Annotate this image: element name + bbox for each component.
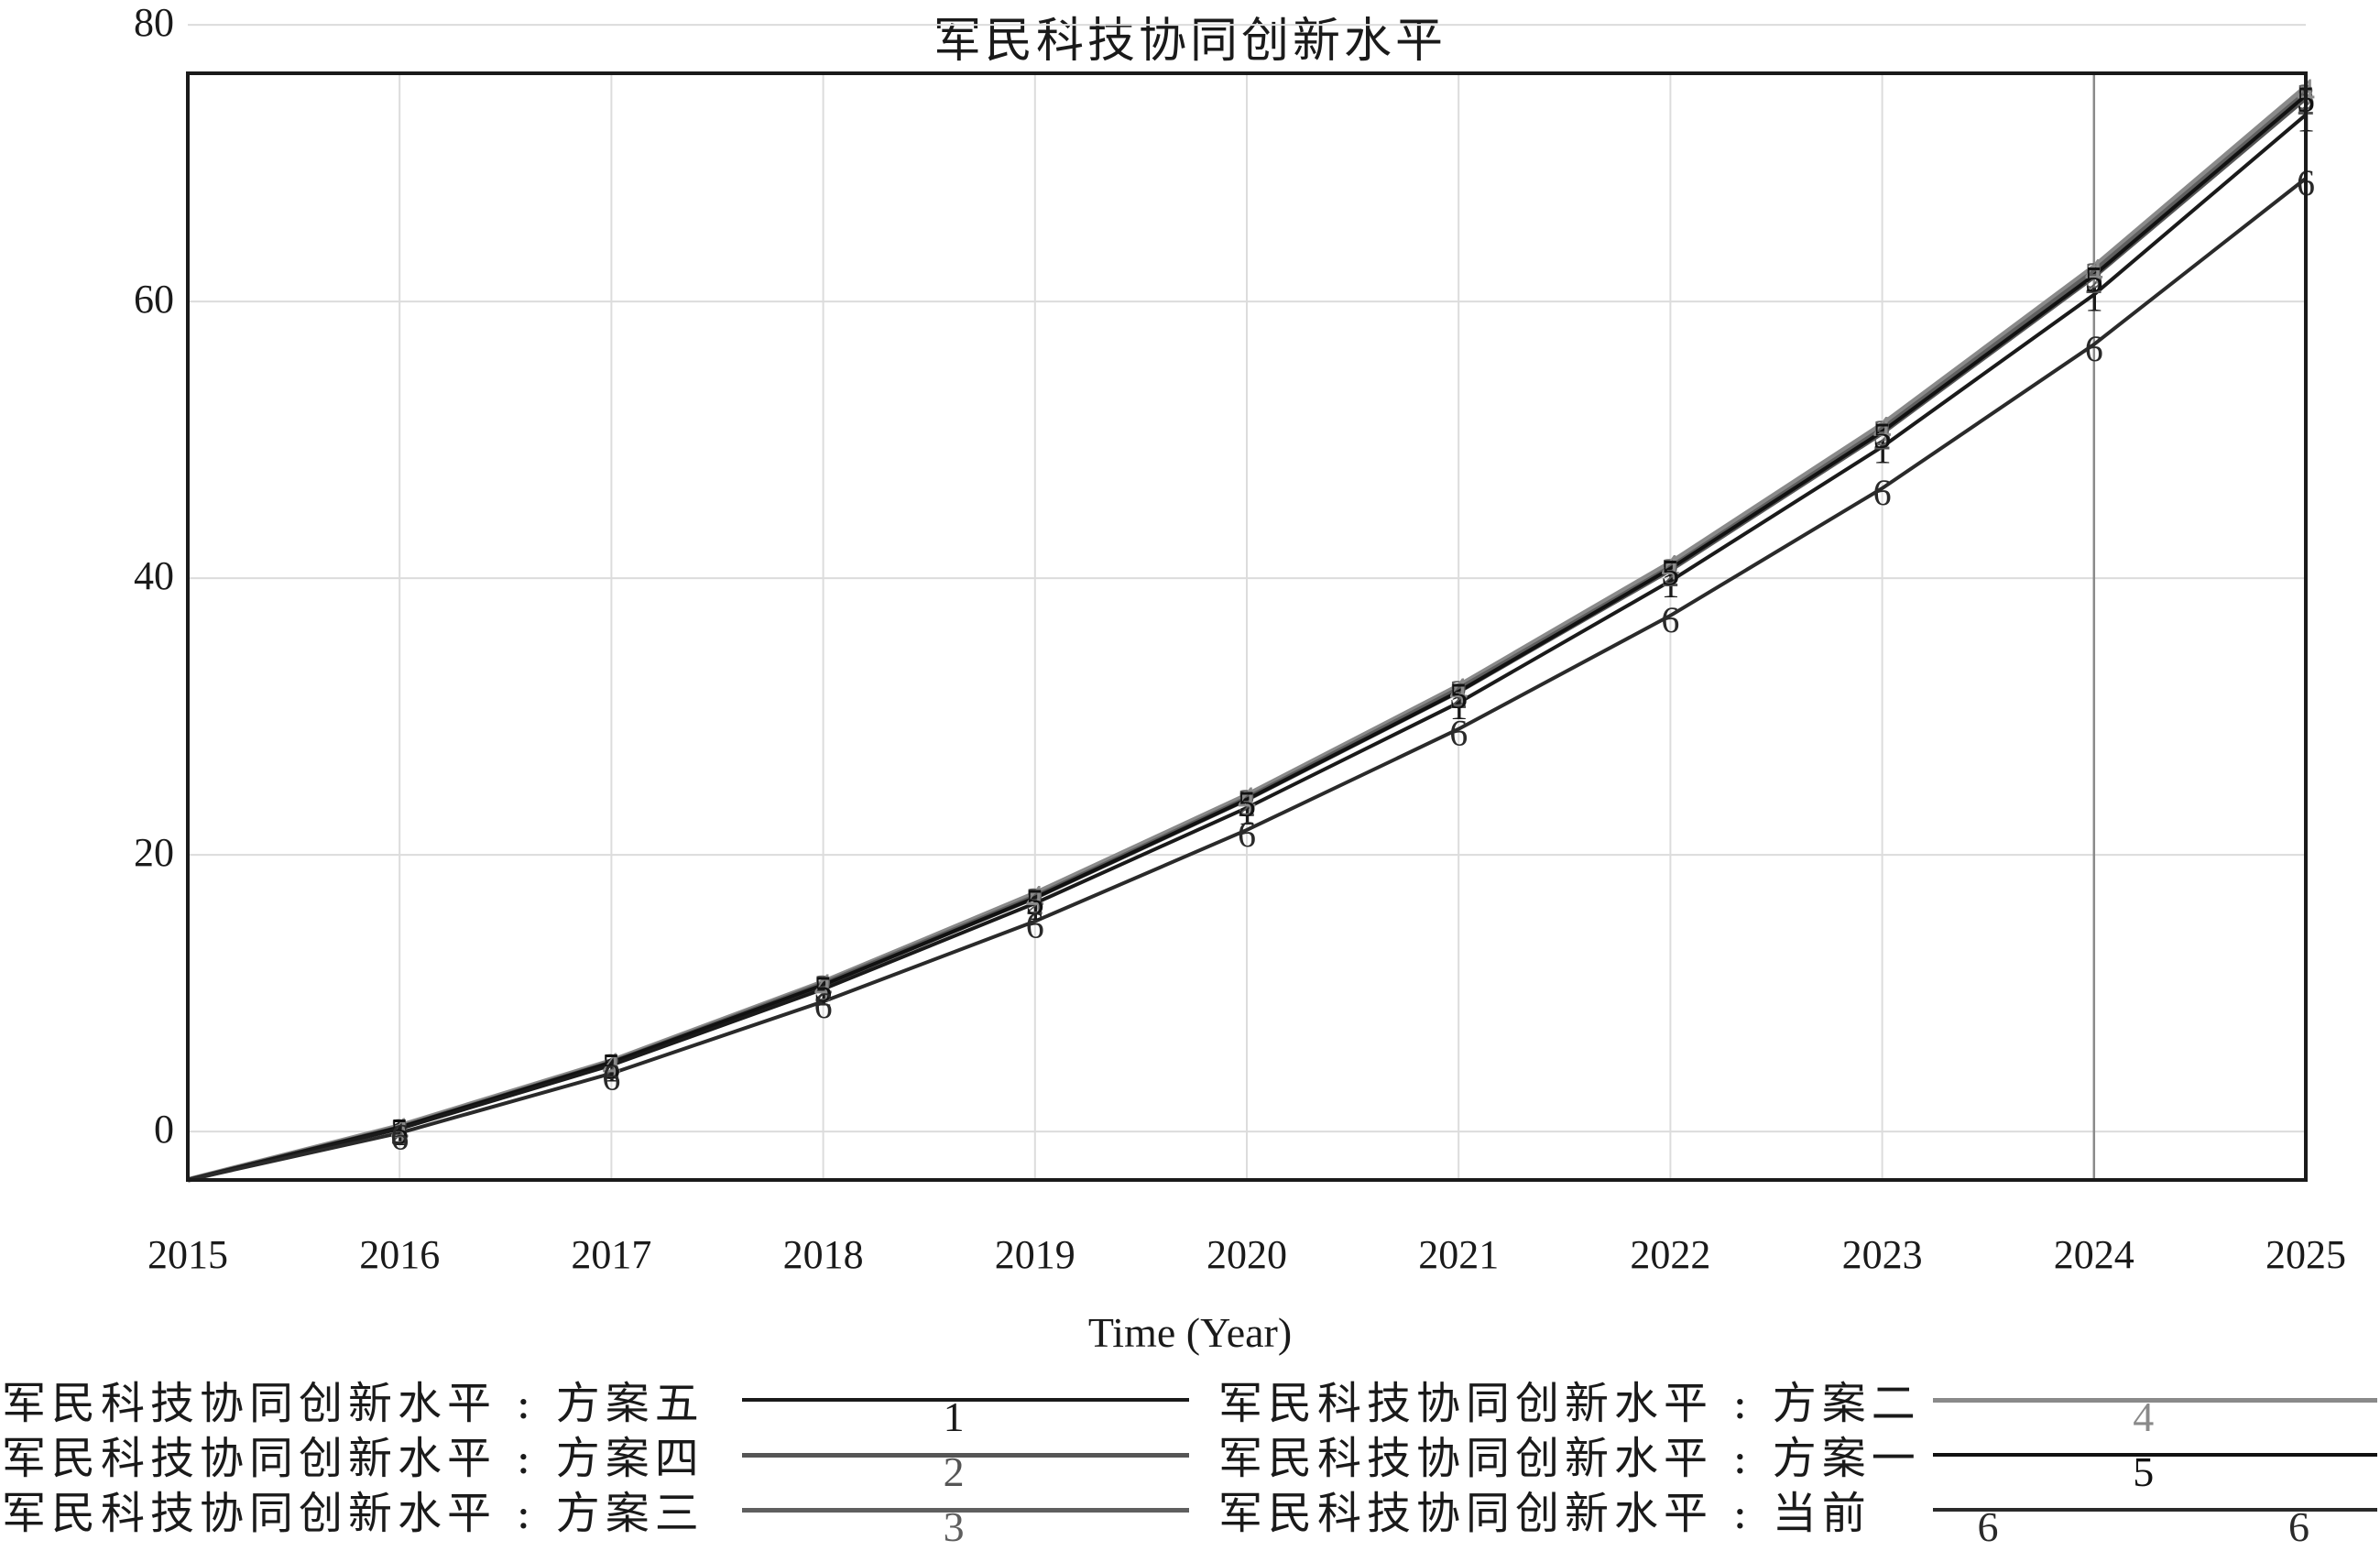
series-marker-2: 2 [1026,881,1044,923]
legend-marker: 5 [2133,1448,2155,1495]
series-marker-2: 2 [1873,417,1892,458]
series-marker-2: 2 [390,1111,409,1152]
series-marker-1: 1 [1873,431,1892,472]
legend-label: 军民科技协同创新水平 : 方案三 [2,1488,704,1539]
legend-swatch-line [742,1508,1189,1513]
y-tick-label: 80 [134,0,174,45]
x-tick-label: 2021 [1418,1232,1499,1277]
legend-marker: 4 [2133,1393,2155,1440]
y-tick-label: 0 [154,1107,174,1152]
plot-frame [186,71,2308,1182]
series-marker-1: 1 [2085,279,2103,320]
y-tick-label: 40 [134,553,174,598]
legend-swatch-line [1933,1398,2377,1403]
legend-swatch-line [742,1398,1189,1402]
x-tick-label: 2017 [571,1232,651,1277]
x-tick-label: 2024 [2054,1232,2134,1277]
series-marker-1: 1 [390,1112,409,1153]
legend-marker: 2 [943,1448,965,1495]
series-marker-1: 1 [1238,792,1256,833]
series-marker-1: 1 [1449,686,1468,727]
series-marker-2: 2 [1661,553,1679,595]
series-marker-4: 4 [1873,409,1892,450]
series-marker-4: 4 [1238,779,1256,820]
series-marker-3: 3 [1873,412,1892,453]
series-marker-1: 1 [814,973,833,1014]
series-marker-3: 3 [814,967,833,1009]
series-marker-6: 6 [1449,713,1468,754]
x-axis-label: Time (Year) [1087,1309,1293,1356]
series-marker-3: 3 [1661,551,1679,592]
series-marker-6: 6 [2085,328,2103,369]
series-marker-6: 6 [814,985,833,1026]
series-marker-5: 5 [1449,675,1468,716]
series-marker-5: 5 [1873,415,1892,456]
series-marker-5: 5 [602,1046,620,1087]
series-marker-2: 2 [814,968,833,1010]
series-marker-6: 6 [390,1117,409,1158]
series-marker-4: 4 [1449,670,1468,711]
series-marker-6: 6 [1873,472,1892,513]
x-tick-label: 2015 [147,1232,228,1277]
series-marker-3: 3 [1026,879,1044,921]
series-line-1 [187,113,2308,1182]
series-line-5 [187,93,2308,1182]
legend-label: 军民科技协同创新水平 : 当前 [1218,1488,1872,1539]
series-marker-4: 4 [1026,877,1044,918]
x-tick-label: 2023 [1842,1232,1923,1277]
series-marker-6: 6 [1661,599,1679,640]
chart-title: 军民科技协同创新水平 [933,14,1447,69]
x-tick-label: 2019 [995,1232,1075,1277]
series-marker-4: 4 [814,966,833,1007]
series-marker-5: 5 [814,968,833,1010]
series-marker-5: 5 [1661,552,1679,594]
x-tick-label: 2025 [2265,1232,2346,1277]
x-tick-label: 2020 [1206,1232,1287,1277]
series-marker-3: 3 [1449,672,1468,714]
series-line-6 [187,177,2308,1182]
legend-label: 军民科技协同创新水平 : 方案四 [2,1433,704,1484]
legend-swatch-line [742,1453,1189,1458]
series-marker-3: 3 [390,1111,409,1152]
series-marker-4: 4 [390,1109,409,1151]
series-marker-6: 6 [1238,814,1256,855]
series-marker-5: 5 [1238,783,1256,825]
legend-label: 军民科技协同创新水平 : 方案五 [2,1378,704,1429]
legend-marker: 1 [943,1393,965,1440]
series-marker-1: 1 [602,1049,620,1090]
legend-marker: 6 [2288,1503,2309,1550]
legend-label: 军民科技协同创新水平 : 方案一 [1218,1433,1921,1484]
x-tick-label: 2018 [783,1232,864,1277]
legend-swatch-line [1933,1508,2377,1512]
x-tick-label: 2022 [1630,1232,1710,1277]
series-marker-4: 4 [602,1044,620,1086]
series-marker-4: 4 [2085,250,2103,291]
y-tick-label: 60 [134,277,174,322]
series-marker-3: 3 [602,1046,620,1087]
series-marker-3: 3 [2085,255,2103,296]
series-marker-1: 1 [1661,564,1679,606]
series-marker-2: 2 [1238,783,1256,825]
series-marker-5: 5 [1026,881,1044,923]
series-marker-6: 6 [602,1057,620,1098]
legend-marker: 6 [1977,1503,1999,1550]
series-marker-1: 1 [1026,887,1044,928]
series-marker-2: 2 [2085,260,2103,301]
legend-swatch-line [1933,1453,2377,1457]
y-tick-label: 20 [134,830,174,875]
legend-label: 军民科技协同创新水平 : 方案二 [1218,1378,1921,1429]
series-marker-5: 5 [2085,258,2103,300]
series-marker-5: 5 [390,1111,409,1152]
series-marker-2: 2 [1449,675,1468,716]
series-marker-4: 4 [1661,547,1679,588]
legend-marker: 3 [943,1503,965,1550]
series-marker-6: 6 [1026,905,1044,946]
x-tick-label: 2016 [359,1232,440,1277]
series-marker-2: 2 [602,1046,620,1087]
series-marker-3: 3 [1238,781,1256,823]
